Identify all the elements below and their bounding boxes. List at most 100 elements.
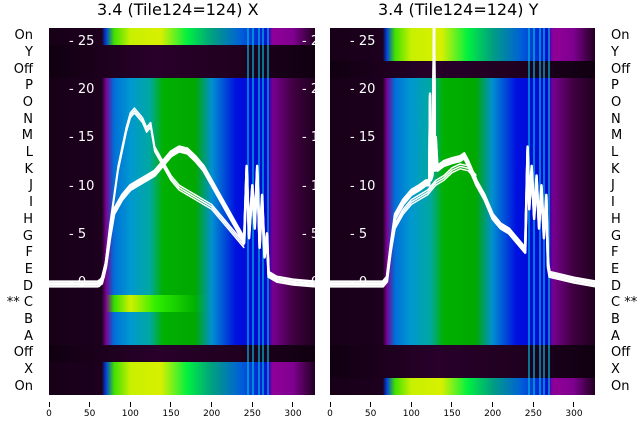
x-tick-mark — [532, 402, 534, 407]
row-label: On — [14, 378, 33, 394]
heatmap-panel-1: - 0- 5- 10- 15- 20- 25 — [330, 28, 595, 395]
row-label: E — [24, 261, 33, 277]
row-label: Off — [13, 61, 33, 77]
series-line-profile-high — [49, 107, 245, 283]
row-label: G — [611, 228, 622, 244]
x-tick: 100 — [115, 402, 145, 419]
x-tick-mark — [410, 402, 412, 407]
row-label: H — [23, 211, 33, 227]
inner-y-tick-label: - 25 — [350, 34, 376, 49]
row-label: M — [21, 128, 33, 144]
heatmap-stripe — [547, 28, 550, 395]
row-label: D — [611, 278, 622, 294]
row-label: O — [22, 95, 33, 111]
row-label: H — [611, 211, 621, 227]
x-tick-label: 300 — [284, 409, 302, 419]
inner-y-tick-label: - 15 — [302, 130, 315, 146]
series-line-profile-high — [49, 109, 245, 285]
x-tick-label: 200 — [484, 409, 502, 419]
profile-lines — [330, 28, 595, 288]
row-label: G — [22, 228, 33, 244]
x-tick: 150 — [156, 402, 186, 419]
series-line-profile-cluster — [49, 150, 315, 288]
row-label: X — [611, 361, 620, 377]
series-line-profile-low — [330, 168, 477, 288]
x-tick-label: 100 — [121, 409, 139, 419]
x-tick-mark — [329, 402, 331, 407]
x-tick-label: 150 — [162, 409, 180, 419]
series-line-profile-cluster — [49, 145, 315, 283]
series-line-profile-low — [330, 165, 477, 285]
x-tick-label: 200 — [203, 409, 221, 419]
series-line-profile-high — [49, 112, 245, 288]
x-tick: 0 — [315, 402, 345, 419]
inner-y-tick-label: - 5 — [69, 226, 87, 242]
row-label: F — [611, 245, 619, 261]
x-tick-label: 150 — [443, 409, 461, 419]
profile-lines — [49, 107, 315, 288]
x-tick-mark — [48, 402, 50, 407]
heatmap-stripe — [266, 28, 269, 395]
row-label: L — [611, 145, 619, 161]
row-label: A — [611, 328, 620, 344]
heatmap-panel-0: - 0- 0- 5- 5- 10- 10- 15- 15- 20- 20- 25… — [49, 28, 315, 395]
chart-title: 3.4 (Tile124=124) Y — [378, 0, 539, 19]
x-tick-mark — [89, 402, 91, 407]
x-tick-mark — [211, 402, 213, 407]
row-label: Off — [13, 345, 33, 361]
inner-y-tick-label: - 20 — [350, 82, 376, 98]
x-tick: 50 — [75, 402, 105, 419]
x-tick-mark — [129, 402, 131, 407]
row-label: J — [611, 178, 615, 194]
heatmap-stripe — [527, 28, 530, 395]
inner-y-tick-label: - 25 — [302, 34, 315, 49]
x-tick-mark — [573, 402, 575, 407]
x-tick-label: 250 — [524, 409, 542, 419]
x-tick-label: 100 — [402, 409, 420, 419]
x-tick: 200 — [197, 402, 227, 419]
x-tick-mark — [170, 402, 172, 407]
inner-y-tick-label: - 5 — [350, 226, 368, 242]
series-line-profile-cluster — [330, 28, 595, 283]
row-label: I — [29, 195, 33, 211]
row-label: F — [25, 245, 33, 261]
row-label: On — [611, 378, 630, 394]
row-label: C ** — [611, 295, 638, 311]
row-label: Y — [611, 45, 619, 61]
x-tick-mark — [370, 402, 372, 407]
x-tick: 300 — [278, 402, 308, 419]
x-tick-label: 50 — [83, 409, 96, 419]
inner-y-tick-label: - 10 — [69, 178, 95, 194]
x-tick-label: 250 — [243, 409, 261, 419]
row-label: Off — [611, 345, 631, 361]
chart-title: 3.4 (Tile124=124) X — [97, 0, 259, 19]
x-tick: 200 — [478, 402, 508, 419]
x-tick-mark — [292, 402, 294, 407]
row-label: K — [24, 161, 33, 177]
row-label: Y — [25, 45, 33, 61]
x-tick-mark — [451, 402, 453, 407]
x-tick: 100 — [396, 402, 426, 419]
x-tick: 250 — [518, 402, 548, 419]
row-label: N — [23, 111, 33, 127]
inner-y-tick-label: - 15 — [350, 130, 376, 146]
row-label: P — [611, 78, 619, 94]
x-tick-mark — [251, 402, 253, 407]
x-tick: 300 — [559, 402, 589, 419]
row-label: ** C — [6, 295, 33, 311]
row-label: A — [24, 328, 33, 344]
series-line-profile-cluster — [49, 147, 315, 286]
row-label: X — [24, 361, 33, 377]
inner-y-tick-label: - 25 — [69, 34, 95, 49]
x-tick: 0 — [34, 402, 64, 419]
inner-y-tick-label: - 10 — [350, 178, 376, 194]
row-label: L — [25, 145, 33, 161]
row-label: Off — [611, 61, 631, 77]
x-tick-label: 0 — [327, 409, 333, 419]
row-label: M — [611, 128, 623, 144]
x-tick-mark — [492, 402, 494, 407]
row-label: N — [611, 111, 621, 127]
row-label: D — [22, 278, 33, 294]
x-tick: 250 — [237, 402, 267, 419]
